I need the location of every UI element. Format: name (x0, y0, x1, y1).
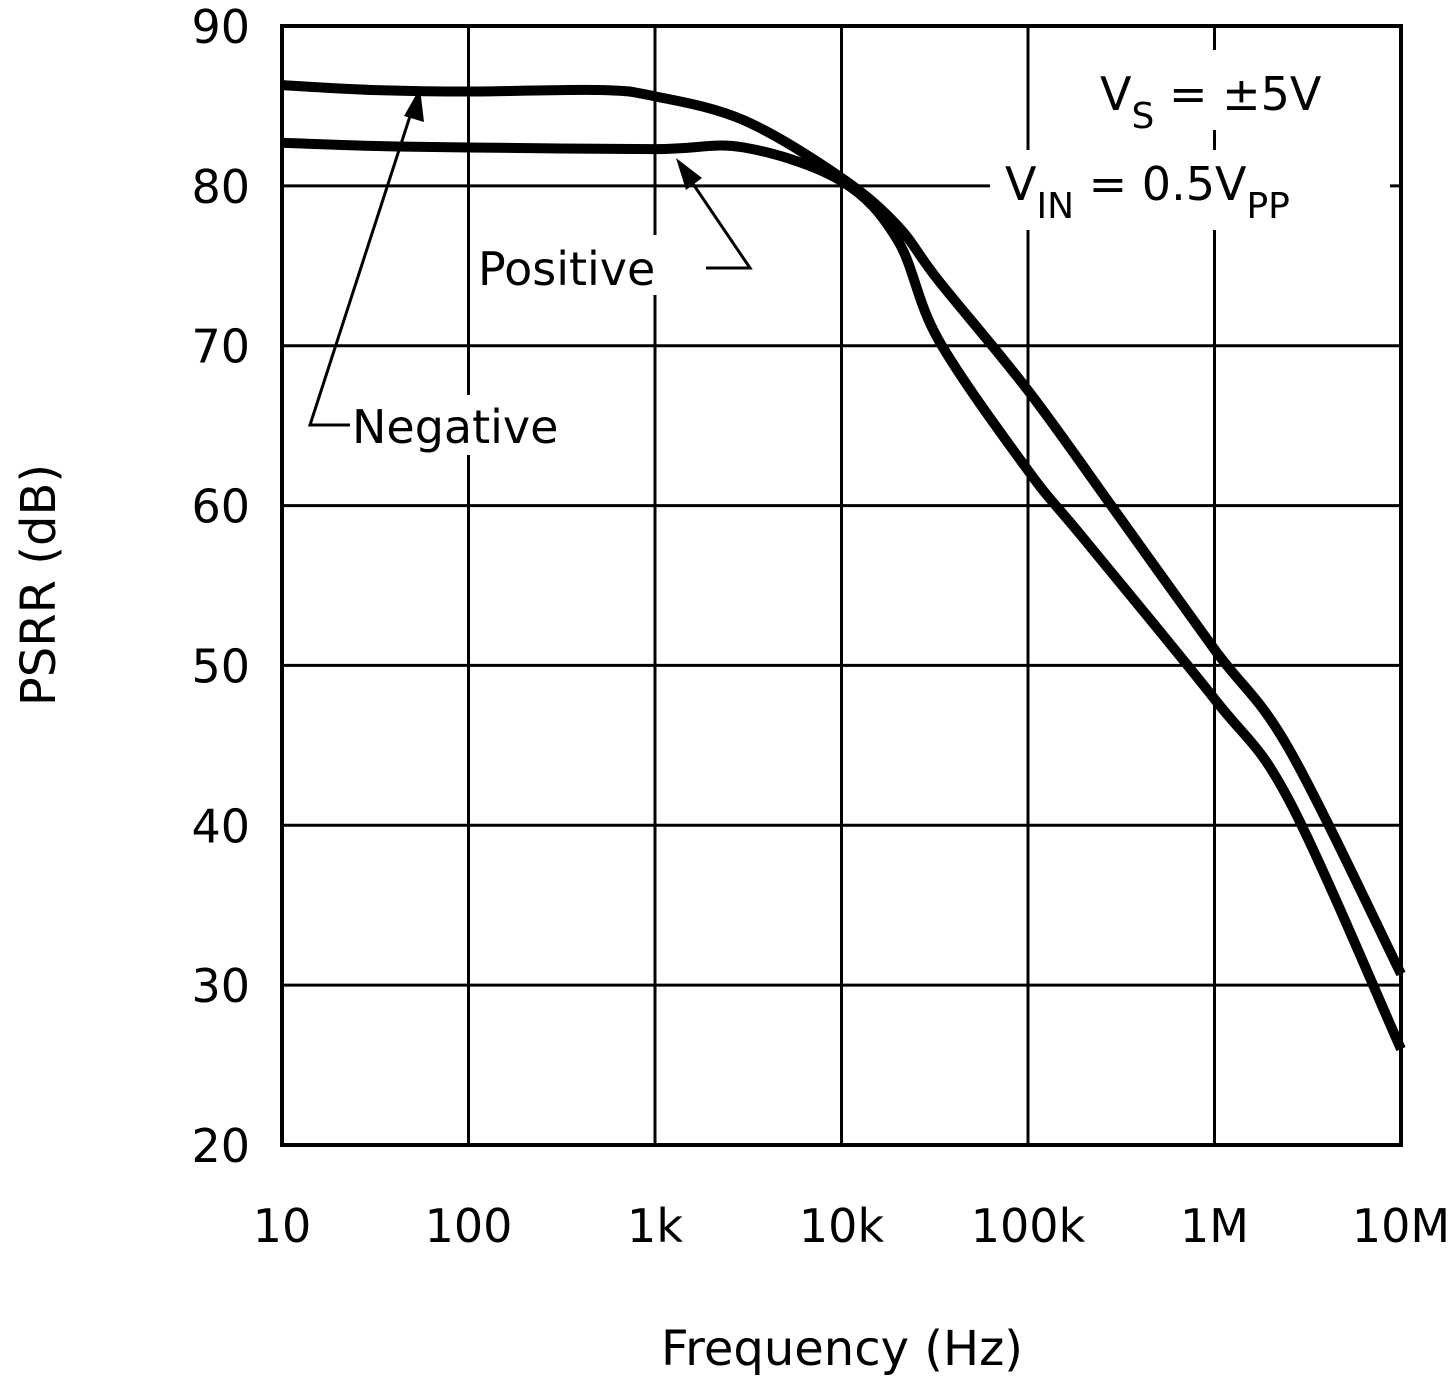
series-line-positive (281, 137, 1406, 1052)
x-tick-label: 10 (253, 1199, 312, 1253)
x-tick-label: 100 (425, 1199, 513, 1253)
negative-leader (307, 109, 414, 427)
plot-frame (280, 24, 1403, 1147)
y-tick-label: 70 (191, 320, 250, 374)
positive-leader (683, 171, 753, 270)
x-axis-label: Frequency (Hz) (661, 1321, 1023, 1377)
series-lines (281, 80, 1406, 1052)
x-tick-label: 100k (971, 1199, 1086, 1253)
vs-annotation: VS = ±5V (1100, 67, 1322, 137)
y-tick-labels: 20 30 40 50 60 70 80 90 (191, 0, 250, 1173)
y-tick-label: 90 (191, 0, 250, 54)
y-tick-label: 80 (191, 160, 250, 214)
x-tick-label: 10M (1352, 1199, 1450, 1253)
y-tick-label: 40 (191, 799, 250, 853)
x-tick-labels: 10 100 1k 10k 100k 1M 10M (253, 1199, 1450, 1253)
positive-arrowhead (676, 158, 702, 190)
y-tick-label: 20 (191, 1119, 250, 1173)
x-tick-label: 1M (1180, 1199, 1249, 1253)
x-tick-label: 10k (799, 1199, 885, 1253)
y-axis-label: PSRR (dB) (11, 464, 67, 706)
y-tick-label: 50 (191, 639, 250, 693)
series-line-negative (281, 80, 1406, 977)
x-tick-label: 1k (627, 1199, 683, 1253)
negative-arrowhead (404, 88, 424, 122)
vin-annotation: VIN = 0.5VPP (1005, 157, 1290, 227)
label-negative: Negative (352, 400, 558, 454)
y-tick-label: 30 (191, 959, 250, 1013)
label-positive: Positive (478, 242, 655, 296)
y-tick-label: 60 (191, 480, 250, 534)
